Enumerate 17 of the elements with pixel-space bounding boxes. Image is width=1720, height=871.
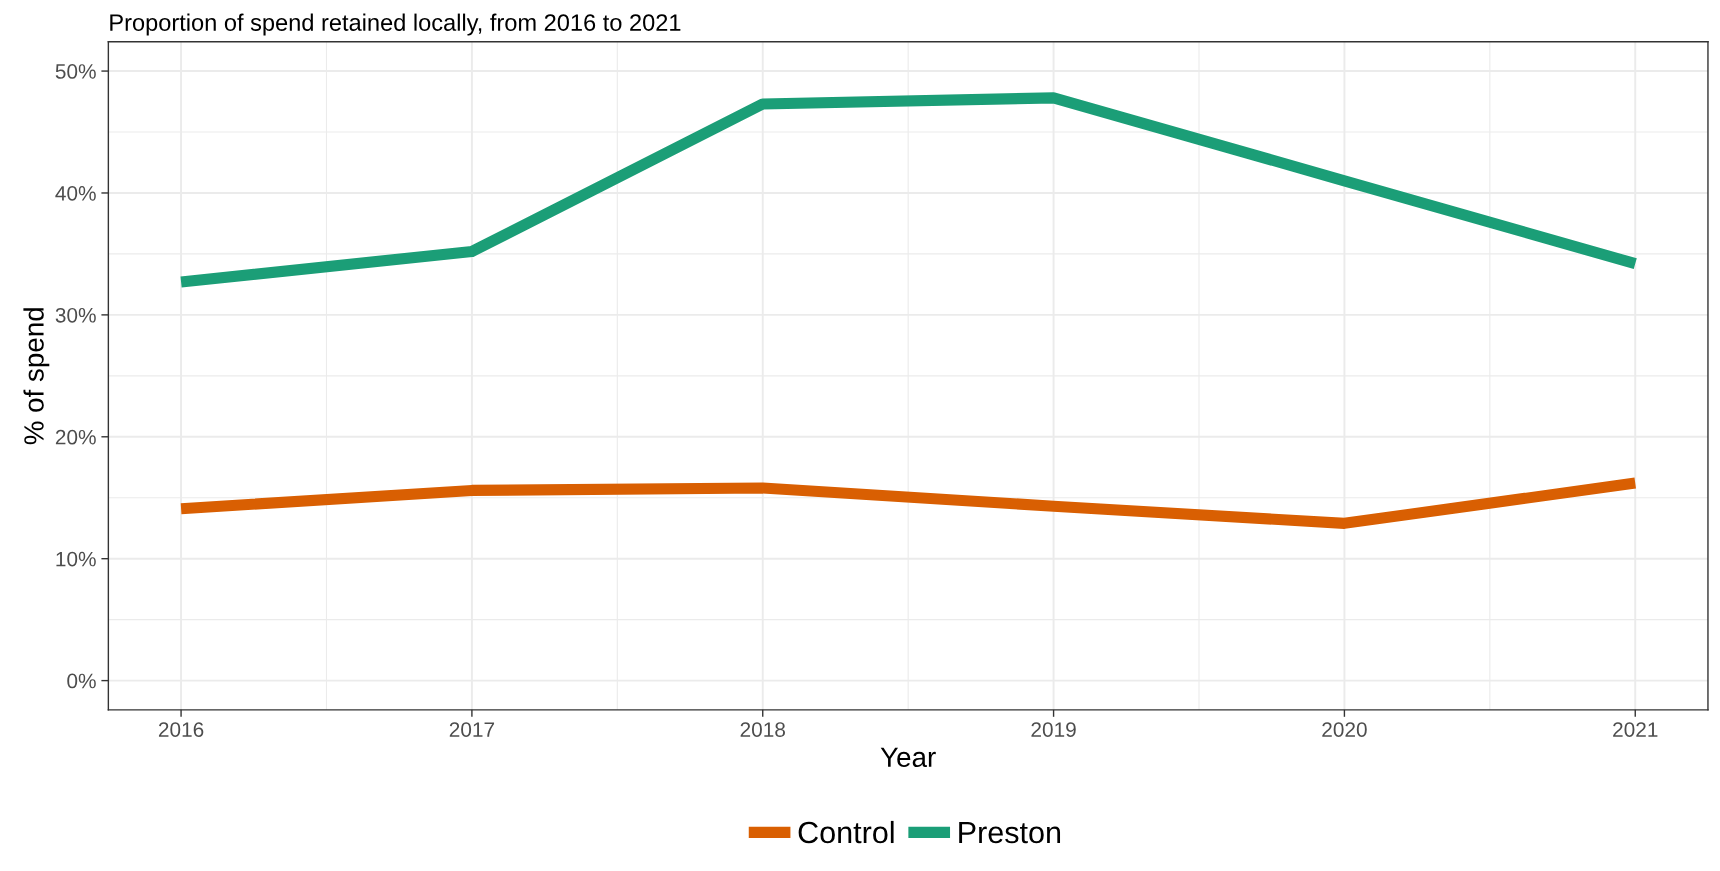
legend-label: Preston	[959, 822, 1061, 844]
x-tick-label: 2018	[740, 722, 786, 737]
y-tick-label: 40%	[55, 185, 96, 201]
x-tick-label: 2020	[1322, 722, 1367, 737]
x-tick-label: 2019	[1031, 722, 1076, 737]
y-tick-label: 10%	[56, 551, 96, 567]
y-tick-label: 30%	[55, 307, 96, 323]
legend-label: Control	[798, 820, 894, 844]
x-tick-label: 2017	[449, 722, 495, 737]
chart-title: Proportion of spend retained locally, from 2016 to 2021	[110, 13, 681, 36]
x-tick-label: 2021	[1613, 722, 1658, 737]
y-tick-label: 50%	[55, 64, 96, 79]
y-tick-label: 20%	[55, 429, 96, 445]
y-axis-title: % of spend	[23, 308, 50, 445]
x-axis-title: Year	[880, 747, 936, 768]
y-tick-label: 0%	[67, 673, 96, 689]
x-tick-label: 2016	[158, 722, 204, 737]
